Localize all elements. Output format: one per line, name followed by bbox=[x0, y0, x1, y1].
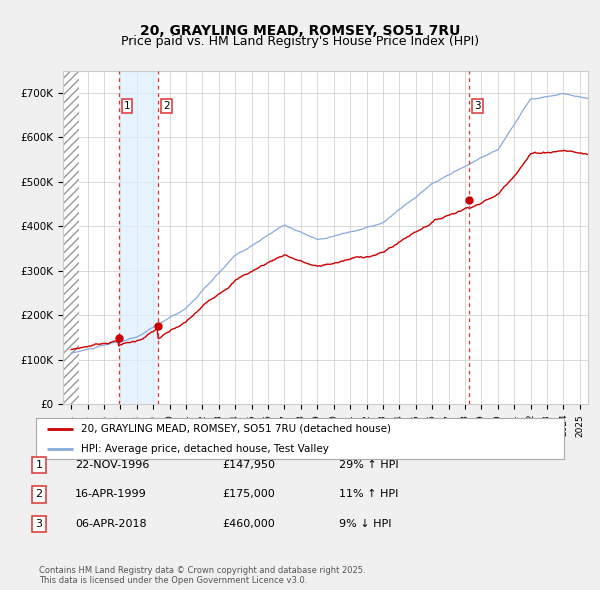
Text: £147,950: £147,950 bbox=[222, 460, 275, 470]
Text: 20, GRAYLING MEAD, ROMSEY, SO51 7RU: 20, GRAYLING MEAD, ROMSEY, SO51 7RU bbox=[140, 24, 460, 38]
Text: £175,000: £175,000 bbox=[222, 490, 275, 499]
Text: 9% ↓ HPI: 9% ↓ HPI bbox=[339, 519, 391, 529]
Text: £460,000: £460,000 bbox=[222, 519, 275, 529]
Text: 29% ↑ HPI: 29% ↑ HPI bbox=[339, 460, 398, 470]
Text: 20, GRAYLING MEAD, ROMSEY, SO51 7RU (detached house): 20, GRAYLING MEAD, ROMSEY, SO51 7RU (det… bbox=[81, 424, 391, 434]
Text: Contains HM Land Registry data © Crown copyright and database right 2025.
This d: Contains HM Land Registry data © Crown c… bbox=[39, 566, 365, 585]
Text: 2: 2 bbox=[163, 101, 170, 111]
Text: 16-APR-1999: 16-APR-1999 bbox=[75, 490, 147, 499]
Text: HPI: Average price, detached house, Test Valley: HPI: Average price, detached house, Test… bbox=[81, 444, 329, 454]
Text: 11% ↑ HPI: 11% ↑ HPI bbox=[339, 490, 398, 499]
Text: Price paid vs. HM Land Registry's House Price Index (HPI): Price paid vs. HM Land Registry's House … bbox=[121, 35, 479, 48]
Bar bbox=[63, 71, 79, 404]
Text: 1: 1 bbox=[124, 101, 130, 111]
Bar bbox=[119, 71, 158, 404]
Text: 2: 2 bbox=[35, 490, 43, 499]
Text: 06-APR-2018: 06-APR-2018 bbox=[75, 519, 146, 529]
Text: 22-NOV-1996: 22-NOV-1996 bbox=[75, 460, 149, 470]
Text: 1: 1 bbox=[35, 460, 43, 470]
Text: 3: 3 bbox=[35, 519, 43, 529]
Text: 3: 3 bbox=[475, 101, 481, 111]
